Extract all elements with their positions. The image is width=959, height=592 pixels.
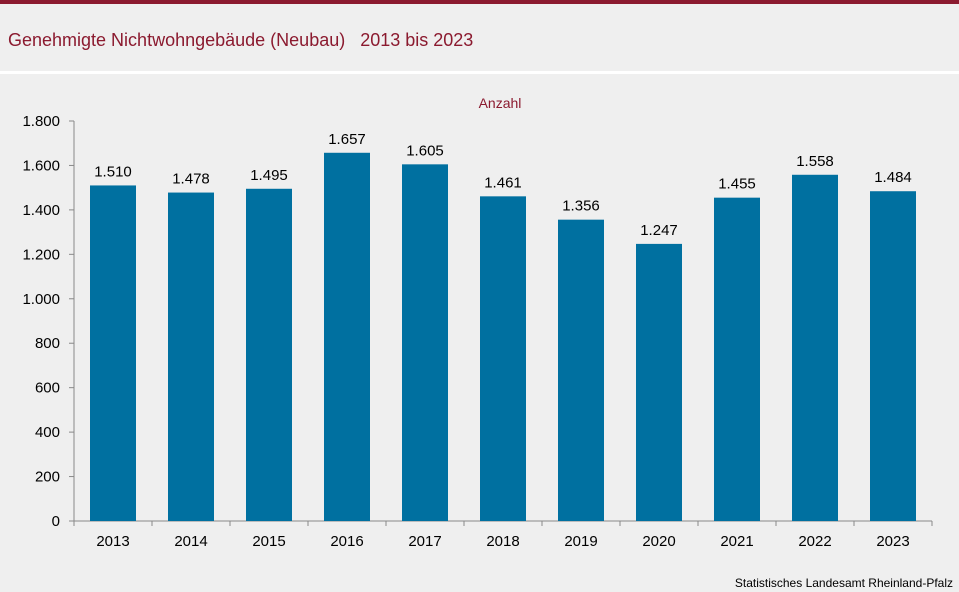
bar-2017: [402, 164, 448, 521]
y-tick-label: 200: [35, 469, 60, 486]
bar-2014: [168, 192, 214, 522]
y-tick-label: 1.200: [22, 246, 60, 263]
bar-2019: [558, 219, 604, 521]
bar-2022: [792, 174, 838, 521]
bar-value-label: 1.461: [484, 174, 522, 191]
bar-2020: [636, 243, 682, 521]
y-tick-label: 0: [52, 513, 60, 530]
bar-value-label: 1.455: [718, 176, 756, 193]
top-accent-rule: [0, 0, 959, 4]
bar-2021: [714, 197, 760, 521]
bar-value-label: 1.605: [406, 142, 444, 159]
x-tick-label: 2015: [252, 533, 285, 550]
y-tick-label: 600: [35, 380, 60, 397]
bars: 1.510 1.478 1.495 1.657 1.605 1.461 1.356 1.247…: [90, 131, 916, 522]
x-tick-label: 2020: [642, 533, 675, 550]
y-tick-label: 800: [35, 335, 60, 352]
y-tick-label: 1.000: [22, 291, 60, 308]
y-tick-label: 400: [35, 424, 60, 441]
bar-value-label: 1.495: [250, 167, 288, 184]
bar-value-label: 1.484: [874, 169, 912, 186]
bar-value-label: 1.356: [562, 198, 600, 215]
x-tick-label: 2019: [564, 533, 597, 550]
x-tick-label: 2023: [876, 533, 909, 550]
bar-chart: Anzahl 0 200 400 600 800 1.000 1.200 1.400 1.600…: [22, 95, 933, 550]
x-tick-label: 2017: [408, 533, 441, 550]
bar-value-label: 1.247: [640, 222, 678, 239]
x-axis: 2013 2014 2015 2016 2017 2018 2019 2020 2021 2022…: [73, 520, 933, 550]
bar-value-label: 1.478: [172, 171, 210, 188]
bar-2015: [246, 188, 292, 521]
bar-2016: [324, 152, 370, 521]
y-tick-label: 1.400: [22, 202, 60, 219]
x-tick-label: 2014: [174, 533, 207, 550]
chart-title: Genehmigte Nichtwohngebäude (Neubau) 201…: [8, 30, 474, 50]
header-divider: [0, 71, 959, 74]
source-note: Statistisches Landesamt Rheinland-Pfalz: [734, 576, 953, 590]
y-tick-label: 1.600: [22, 157, 60, 174]
x-tick-label: 2022: [798, 533, 831, 550]
y-tick-label: 1.800: [22, 113, 60, 130]
bar-2013: [90, 185, 136, 521]
bar-value-label: 1.657: [328, 131, 366, 148]
x-tick-label: 2021: [720, 533, 753, 550]
bar-2018: [480, 196, 526, 521]
x-tick-label: 2018: [486, 533, 519, 550]
bar-value-label: 1.510: [94, 163, 132, 180]
y-axis: 0 200 400 600 800 1.000 1.200 1.400 1.600 1.800: [22, 113, 75, 530]
x-tick-label: 2013: [96, 533, 129, 550]
bar-value-label: 1.558: [796, 153, 834, 170]
x-tick-label: 2016: [330, 533, 363, 550]
bar-2023: [870, 191, 916, 521]
y-axis-label: Anzahl: [479, 95, 522, 111]
